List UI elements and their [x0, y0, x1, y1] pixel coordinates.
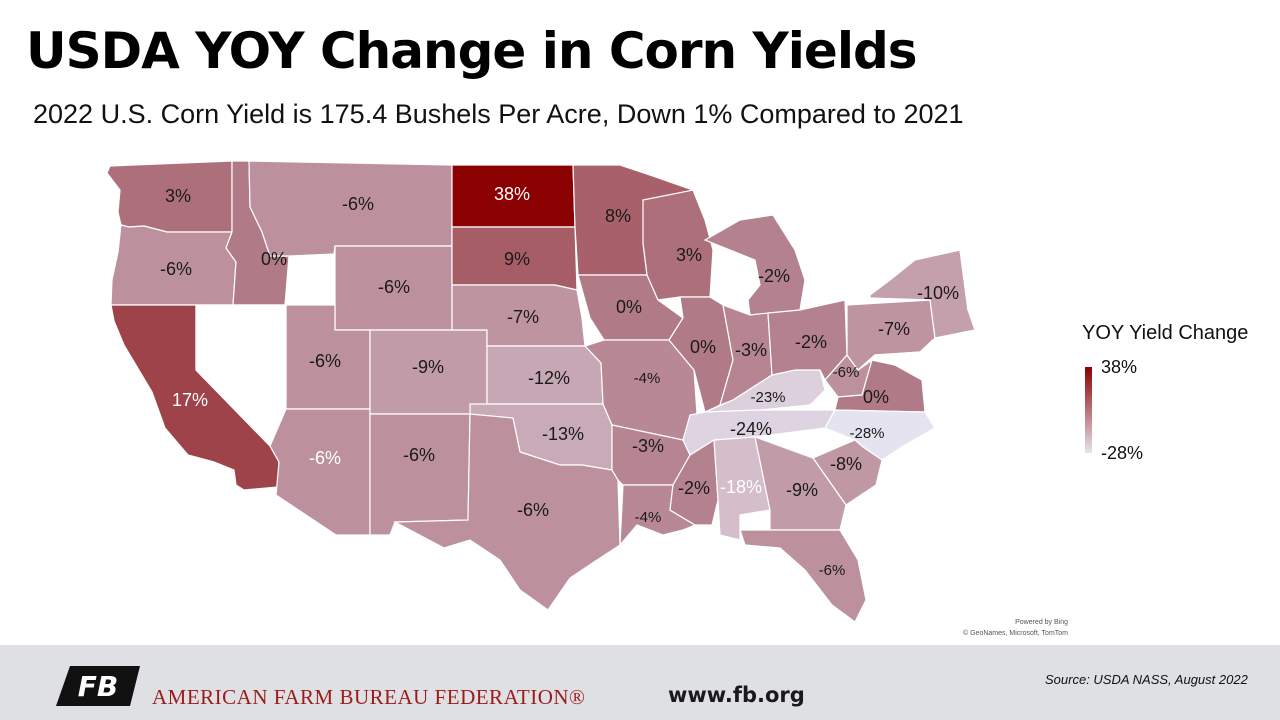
state-label-va: 0%	[863, 387, 889, 407]
state-label-ia: 0%	[616, 297, 642, 317]
state-label-pa: -7%	[878, 319, 910, 339]
legend-max-label: 38%	[1101, 357, 1138, 377]
state-tx	[392, 413, 621, 611]
state-label-fl: -6%	[819, 562, 846, 579]
state-nv	[195, 304, 287, 448]
state-label-co: -9%	[412, 357, 444, 377]
state-ny	[869, 249, 976, 339]
state-label-wv: -6%	[833, 364, 860, 381]
map-attribution: Powered by Bing © GeoNames, Microsoft, T…	[958, 617, 1068, 639]
state-label-wi: 3%	[676, 245, 702, 265]
logo-text: FB	[78, 670, 118, 703]
footer-bar: FB AMERICAN FARM BUREAU FEDERATION® www.…	[0, 645, 1280, 720]
state-label-ar: -3%	[632, 436, 664, 456]
state-label-az: -6%	[309, 448, 341, 468]
state-label-ut: -6%	[309, 351, 341, 371]
state-label-ms: -2%	[678, 478, 710, 498]
state-label-ok: -13%	[542, 424, 584, 444]
state-md	[857, 351, 929, 381]
source-note: Source: USDA NASS, August 2022	[1045, 672, 1248, 687]
us-choropleth-map: 3%-6%17%0%-6%-6%-6%-6%-9%-6%38%9%-7%-12%…	[106, 160, 976, 623]
page-title: USDA YOY Change in Corn Yields	[26, 22, 918, 80]
state-label-id: 0%	[261, 249, 287, 269]
state-label-sd: 9%	[504, 249, 530, 269]
state-label-tn: -24%	[730, 419, 772, 439]
attribution-powered-by: Powered by Bing	[1015, 619, 1068, 626]
state-label-nc: -28%	[849, 425, 884, 442]
state-label-il: 0%	[690, 337, 716, 357]
attribution-copyright: © GeoNames, Microsoft, TomTom	[963, 630, 1068, 637]
state-label-oh: -2%	[795, 332, 827, 352]
state-label-mo: -4%	[634, 370, 661, 387]
website-link[interactable]: www.fb.org	[668, 683, 805, 707]
state-label-ga: -9%	[786, 480, 818, 500]
state-label-or: -6%	[160, 259, 192, 279]
state-fl	[739, 529, 867, 623]
state-label-ny: -10%	[917, 283, 959, 303]
state-label-wa: 3%	[165, 186, 191, 206]
state-label-wy: -6%	[378, 277, 410, 297]
state-label-mi: -2%	[758, 266, 790, 286]
legend-title: YOY Yield Change	[1082, 322, 1249, 344]
state-label-al: -18%	[720, 477, 762, 497]
state-label-mt: -6%	[342, 194, 374, 214]
state-label-tx: -6%	[517, 500, 549, 520]
state-label-in: -3%	[735, 340, 767, 360]
state-label-sc: -8%	[830, 454, 862, 474]
state-nj	[927, 337, 947, 371]
state-label-nd: 38%	[494, 184, 530, 204]
organization-name: AMERICAN FARM BUREAU FEDERATION®	[152, 685, 586, 709]
page-subtitle: 2022 U.S. Corn Yield is 175.4 Bushels Pe…	[33, 99, 964, 129]
state-nm	[369, 413, 471, 536]
fb-logo-icon: FB	[56, 666, 140, 706]
state-label-ks: -12%	[528, 368, 570, 388]
state-vt	[959, 243, 971, 311]
state-label-ky: -23%	[750, 389, 785, 406]
state-label-nm: -6%	[403, 445, 435, 465]
state-az	[269, 408, 371, 536]
state-label-ca: 17%	[172, 390, 208, 410]
state-label-mn: 8%	[605, 206, 631, 226]
state-shapes	[106, 160, 976, 623]
legend-min-label: -28%	[1101, 443, 1144, 463]
state-label-ne: -7%	[507, 307, 539, 327]
state-labels: 3%-6%17%0%-6%-6%-6%-6%-9%-6%38%9%-7%-12%…	[160, 184, 959, 579]
legend-color-ramp	[1085, 367, 1092, 453]
state-label-la: -4%	[635, 509, 662, 526]
